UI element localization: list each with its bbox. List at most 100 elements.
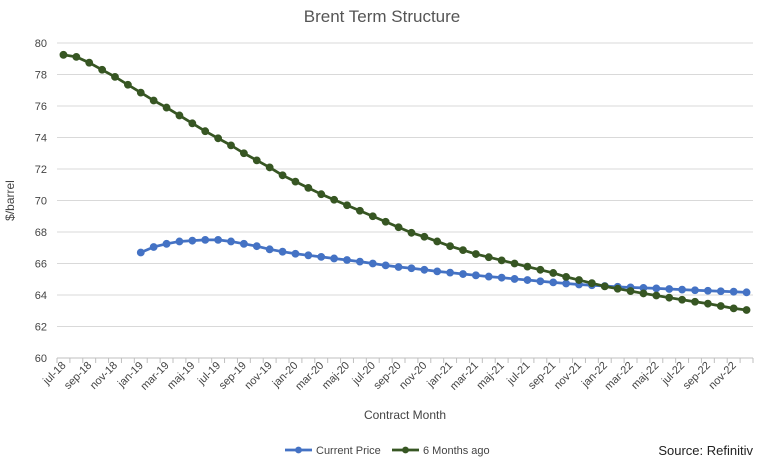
data-point — [149, 243, 158, 251]
data-point — [381, 217, 390, 226]
data-point — [678, 295, 687, 304]
data-point — [123, 80, 132, 89]
data-point — [381, 261, 390, 270]
x-axis-label: Contract Month — [364, 408, 446, 422]
data-point — [265, 163, 274, 172]
data-point — [716, 302, 725, 310]
data-point — [420, 265, 429, 274]
series-1 — [59, 50, 751, 314]
y-tick-label: 60 — [35, 353, 47, 365]
data-point — [239, 149, 248, 158]
data-point — [549, 278, 558, 287]
data-point — [691, 297, 699, 306]
x-tick-label: maj-21 — [475, 360, 507, 392]
series-line — [63, 53, 747, 312]
data-point — [355, 257, 364, 266]
data-point — [665, 293, 674, 302]
y-tick-label: 70 — [35, 196, 47, 208]
data-point — [188, 119, 197, 128]
series-line — [140, 238, 747, 294]
data-point — [510, 275, 519, 283]
data-point — [729, 287, 738, 296]
data-point — [484, 253, 493, 262]
data-point — [291, 249, 300, 258]
data-point — [330, 195, 339, 204]
source-label: Source: Refinitiv — [658, 443, 753, 458]
y-tick-label: 66 — [35, 259, 47, 271]
x-tick-label: mar-22 — [603, 360, 636, 393]
x-tick-label: nov-20 — [397, 360, 429, 392]
data-point — [729, 304, 738, 313]
data-point — [407, 228, 416, 237]
data-point — [703, 299, 712, 308]
y-axis-tick-labels: 60 62 64 66 68 70 72 74 76 78 80 — [35, 38, 47, 365]
data-point — [613, 284, 622, 293]
data-point — [343, 256, 351, 264]
data-point — [459, 270, 467, 278]
data-point — [446, 268, 455, 277]
data-point — [716, 287, 725, 296]
x-tick-label: sep-21 — [526, 360, 558, 392]
chart-title: Brent Term Structure — [304, 7, 461, 26]
x-tick-label: sep-19 — [217, 360, 249, 392]
data-point — [201, 127, 210, 136]
series-0 — [136, 235, 751, 297]
y-tick-label: 80 — [35, 38, 47, 50]
data-point — [497, 256, 506, 265]
data-point — [317, 252, 326, 261]
y-axis-label: $/barrel — [3, 180, 17, 221]
series-layer — [59, 50, 751, 314]
data-point — [471, 250, 480, 258]
data-point — [188, 236, 197, 245]
data-point — [252, 156, 261, 165]
gridlines — [57, 42, 753, 327]
data-point — [652, 284, 661, 293]
data-point — [355, 206, 364, 215]
x-tick-label: maj-22 — [629, 360, 661, 392]
data-point — [72, 52, 81, 61]
x-tick-label: nov-22 — [707, 360, 739, 392]
y-tick-label: 64 — [35, 290, 47, 302]
data-point — [98, 65, 107, 74]
data-point — [587, 279, 596, 288]
data-point — [343, 201, 351, 210]
y-tick-label: 78 — [35, 70, 47, 82]
x-tick-label: mar-20 — [293, 360, 326, 393]
data-point — [330, 254, 339, 263]
data-point — [742, 306, 751, 314]
data-point — [214, 235, 223, 244]
x-tick-label: nov-21 — [552, 360, 584, 392]
y-tick-label: 62 — [35, 322, 47, 334]
data-point — [278, 247, 287, 256]
x-tick-label: nov-19 — [243, 360, 275, 392]
data-point — [678, 285, 687, 294]
data-point — [368, 212, 377, 221]
data-point — [136, 248, 145, 257]
data-point — [562, 272, 571, 281]
data-point — [575, 276, 583, 284]
data-point — [278, 171, 287, 180]
x-tick-label: sep-22 — [681, 360, 713, 392]
data-point — [265, 245, 274, 254]
data-point — [433, 237, 442, 246]
data-point — [549, 269, 558, 277]
data-point — [162, 103, 171, 112]
data-point — [291, 177, 300, 186]
data-point — [162, 239, 171, 248]
y-tick-label: 72 — [35, 164, 47, 176]
data-point — [85, 58, 94, 67]
data-point — [239, 239, 248, 248]
data-point — [252, 242, 261, 251]
legend: Current Price 6 Months ago — [285, 445, 490, 457]
data-point — [523, 262, 532, 271]
data-point — [652, 291, 661, 300]
data-point — [407, 264, 416, 273]
x-tick-label: mar-19 — [139, 360, 172, 393]
data-point — [433, 267, 442, 276]
y-tick-label: 76 — [35, 101, 47, 113]
data-point — [742, 288, 751, 297]
data-point — [497, 273, 506, 282]
data-point — [304, 184, 313, 192]
data-point — [394, 263, 403, 271]
data-point — [227, 141, 235, 150]
